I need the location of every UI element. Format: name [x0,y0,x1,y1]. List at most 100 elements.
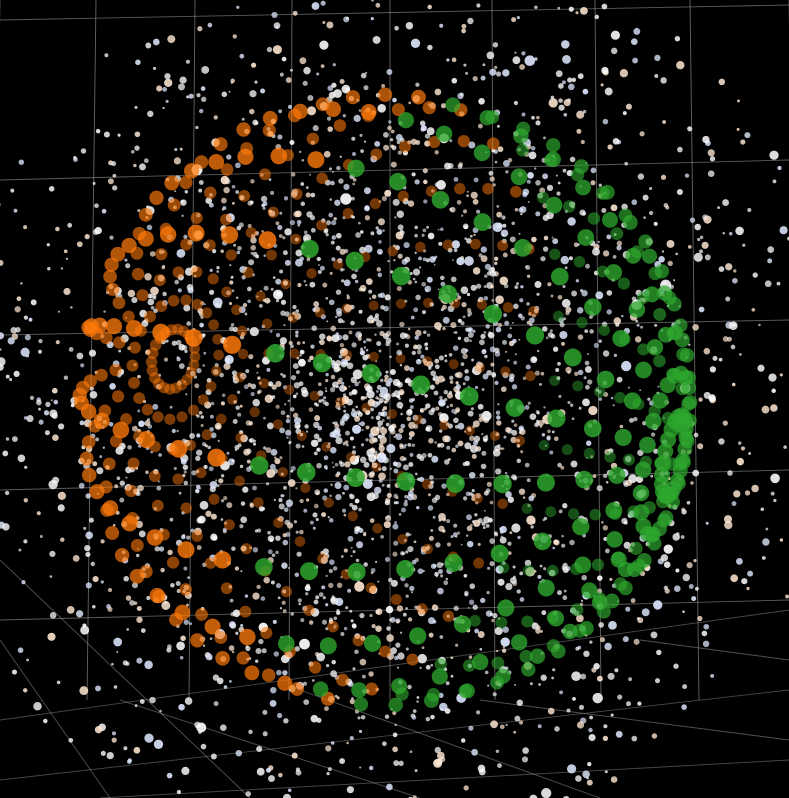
cloud-point [543,516,548,521]
cloud-point [330,387,336,393]
cloud-point [534,370,540,376]
cloud-point [256,295,259,298]
cloud-point [346,443,349,447]
orange-sphere-point [195,608,208,621]
orange-sphere-point [333,119,347,132]
cloud-point [325,574,328,577]
cloud-point [230,323,235,327]
cloud-point [385,605,394,614]
cloud-point [694,223,701,231]
orange-sphere-point [110,246,126,262]
green-sphere-point [602,211,618,228]
cloud-point [499,525,507,534]
cloud-point [278,503,285,510]
cloud-point [24,465,28,469]
cloud-point [625,103,632,110]
cloud-point [440,275,445,281]
cloud-point [552,346,559,352]
cloud-point [561,298,571,308]
cloud-point [693,432,699,438]
cloud-point [559,330,568,340]
cloud-point [421,281,427,287]
cloud-point [123,576,129,582]
cloud-point [320,314,326,320]
green-sphere-point [296,462,316,482]
cloud-point [309,215,316,221]
orange-sphere-point [290,233,302,245]
green-sphere-point [472,653,489,671]
cloud-point [226,451,230,455]
cloud-point [432,375,439,382]
cloud-point [112,173,117,178]
cloud-point [741,578,748,585]
cloud-point [474,385,479,390]
cloud-point [300,201,306,207]
green-sphere-point [574,159,589,174]
cloud-point [518,425,525,431]
cloud-point [467,607,470,609]
cloud-point [156,85,163,92]
cloud-point [699,235,704,240]
cloud-point [236,5,240,9]
cloud-point [14,306,21,313]
cloud-point [162,106,165,110]
cloud-point [282,533,287,538]
green-sphere-point [563,200,576,213]
cloud-point [179,76,187,84]
cloud-point [333,616,338,620]
orange-sphere-point [347,510,358,522]
cloud-point [113,685,118,689]
cloud-point [386,68,393,76]
cloud-point [762,538,770,546]
green-sphere-point [497,599,515,617]
cloud-point [412,795,417,798]
cloud-point [601,3,608,10]
cloud-point [201,96,207,102]
cloud-point [661,250,665,253]
cloud-point [511,523,521,533]
cloud-point [572,697,576,701]
cloud-point [499,724,505,730]
cloud-point [279,72,284,77]
cloud-point [299,349,305,355]
cloud-point [343,405,346,408]
orange-sphere-point [131,267,145,281]
cloud-point [453,331,456,334]
cloud-point [531,313,536,318]
cloud-point [672,533,680,541]
cloud-point [601,521,604,524]
cloud-point [469,234,473,238]
cloud-point [542,173,549,180]
cloud-point [584,360,590,366]
cloud-point [239,266,247,273]
cloud-point [441,304,447,310]
cloud-point [414,251,417,255]
cloud-point [471,748,478,756]
cloud-point [426,276,433,283]
cloud-point [457,92,464,100]
cloud-point [333,384,336,388]
green-sphere-point [536,473,555,492]
cloud-point [163,357,169,362]
cloud-point [324,706,329,711]
cloud-point [183,480,189,486]
cloud-point [783,445,787,449]
cloud-point [637,701,642,706]
cloud-point [330,741,335,745]
cloud-point [446,519,451,524]
cloud-point [455,384,461,390]
cloud-point [176,380,182,386]
cloud-point [405,594,409,598]
cloud-point [551,236,554,239]
cloud-point [176,357,181,362]
cloud-point [16,296,22,302]
cloud-point [487,566,491,570]
cloud-point [384,714,390,719]
cloud-point [312,307,317,312]
cloud-point [392,378,401,387]
cloud-point [423,330,427,334]
orange-sphere-point [89,484,105,500]
